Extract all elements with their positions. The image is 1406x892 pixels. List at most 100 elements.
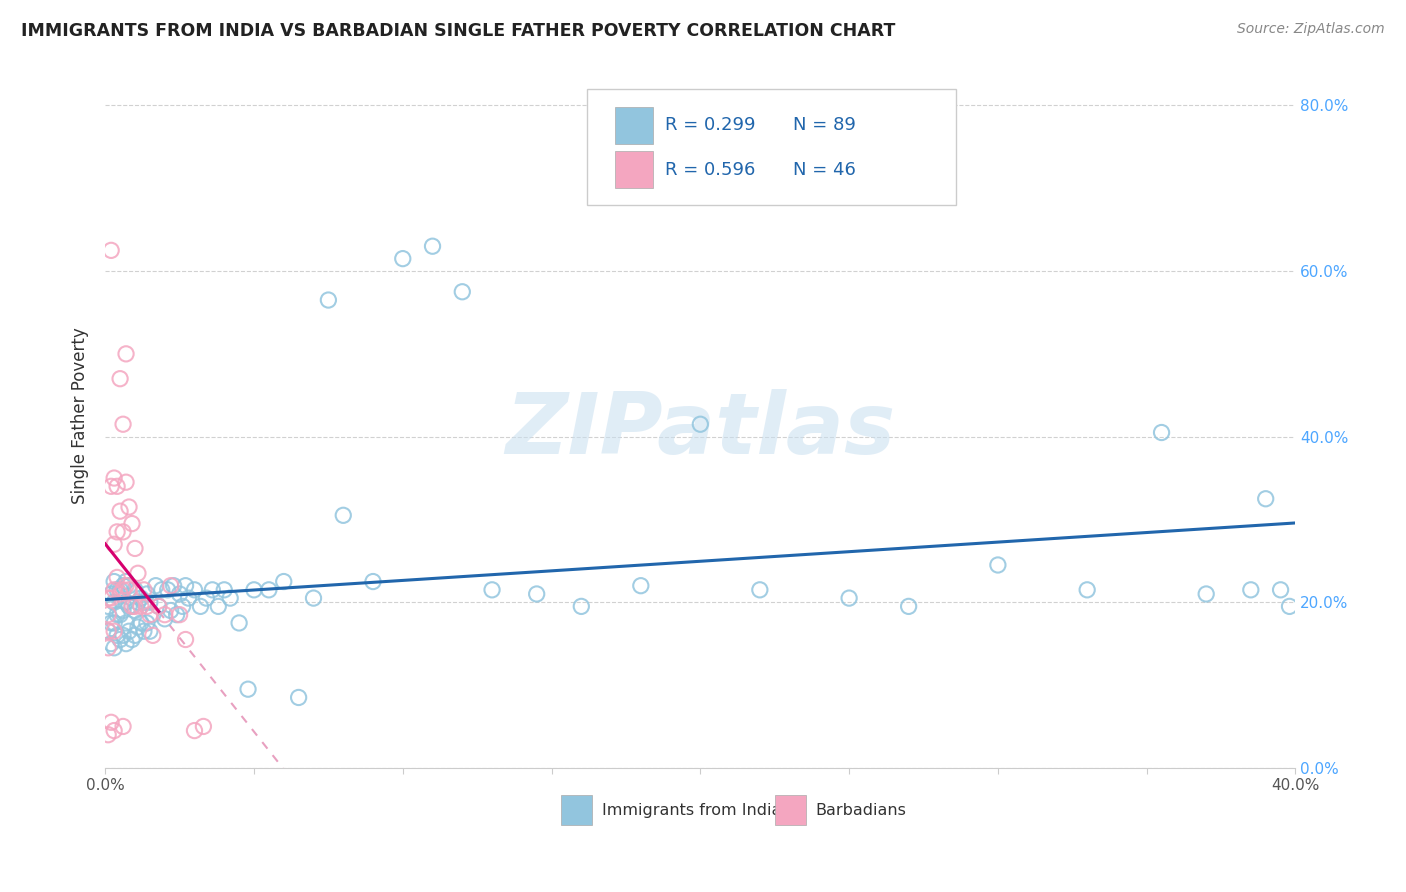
Point — [103, 574, 125, 589]
Text: R = 0.596: R = 0.596 — [665, 161, 755, 178]
Point — [129, 599, 152, 614]
Text: R = 0.299: R = 0.299 — [665, 116, 755, 135]
Point — [100, 637, 122, 651]
Point — [135, 587, 157, 601]
Point — [481, 582, 503, 597]
Point — [132, 624, 155, 639]
Point — [183, 582, 205, 597]
Text: Source: ZipAtlas.com: Source: ZipAtlas.com — [1237, 22, 1385, 37]
Point — [148, 599, 170, 614]
Point — [129, 615, 152, 630]
Point — [183, 723, 205, 738]
Point — [302, 591, 325, 606]
Point — [257, 582, 280, 597]
Point — [287, 690, 309, 705]
Point — [105, 628, 128, 642]
Point — [156, 582, 179, 597]
Point — [1240, 582, 1263, 597]
Point — [748, 582, 770, 597]
Point — [105, 479, 128, 493]
Point — [100, 244, 122, 258]
Point — [108, 607, 131, 622]
Point — [100, 615, 122, 630]
Point — [103, 471, 125, 485]
Point — [115, 475, 138, 490]
Point — [193, 719, 215, 733]
FancyBboxPatch shape — [588, 88, 956, 205]
Point — [103, 615, 125, 630]
Point — [174, 579, 197, 593]
Point — [112, 524, 135, 539]
Point — [127, 595, 149, 609]
Point — [135, 615, 157, 630]
Point — [100, 591, 122, 606]
Point — [115, 579, 138, 593]
Point — [108, 587, 131, 601]
Point — [195, 591, 218, 606]
Point — [103, 624, 125, 639]
Point — [169, 587, 191, 601]
Point — [987, 558, 1010, 572]
Point — [127, 566, 149, 581]
Point — [689, 417, 711, 432]
Point — [838, 591, 860, 606]
Point — [108, 504, 131, 518]
Point — [159, 603, 181, 617]
Point — [97, 640, 120, 655]
Point — [1270, 582, 1292, 597]
Point — [132, 582, 155, 597]
Point — [118, 599, 141, 614]
FancyBboxPatch shape — [775, 796, 806, 825]
Point — [100, 587, 122, 601]
Point — [243, 582, 266, 597]
Point — [103, 582, 125, 597]
Point — [112, 628, 135, 642]
Point — [135, 599, 157, 614]
Point — [159, 579, 181, 593]
Point — [127, 620, 149, 634]
Point — [112, 417, 135, 432]
FancyBboxPatch shape — [614, 107, 652, 144]
Text: IMMIGRANTS FROM INDIA VS BARBADIAN SINGLE FATHER POVERTY CORRELATION CHART: IMMIGRANTS FROM INDIA VS BARBADIAN SINGL… — [21, 22, 896, 40]
Point — [228, 615, 250, 630]
Point — [169, 607, 191, 622]
Point — [1254, 491, 1277, 506]
Point — [318, 293, 340, 307]
Point — [121, 632, 143, 647]
Point — [121, 516, 143, 531]
Point — [129, 591, 152, 606]
Point — [124, 628, 146, 642]
Point — [115, 637, 138, 651]
Point — [139, 624, 162, 639]
Point — [1278, 599, 1301, 614]
Point — [124, 582, 146, 597]
Point — [108, 632, 131, 647]
Point — [115, 595, 138, 609]
Point — [97, 624, 120, 639]
Point — [112, 603, 135, 617]
Point — [190, 599, 212, 614]
Point — [108, 582, 131, 597]
Point — [172, 599, 194, 614]
Point — [118, 500, 141, 514]
Point — [100, 479, 122, 493]
Point — [153, 607, 176, 622]
Point — [108, 372, 131, 386]
Point — [391, 252, 413, 266]
Point — [103, 723, 125, 738]
Point — [219, 591, 242, 606]
Y-axis label: Single Father Poverty: Single Father Poverty — [72, 327, 89, 504]
Point — [145, 579, 167, 593]
Point — [1150, 425, 1173, 440]
Point — [103, 595, 125, 609]
Point — [150, 582, 173, 597]
Point — [1076, 582, 1098, 597]
Point — [207, 599, 229, 614]
Point — [139, 595, 162, 609]
Point — [112, 719, 135, 733]
Point — [332, 508, 354, 523]
Text: N = 89: N = 89 — [793, 116, 856, 135]
Text: Barbadians: Barbadians — [815, 803, 907, 818]
Point — [112, 579, 135, 593]
Point — [121, 599, 143, 614]
